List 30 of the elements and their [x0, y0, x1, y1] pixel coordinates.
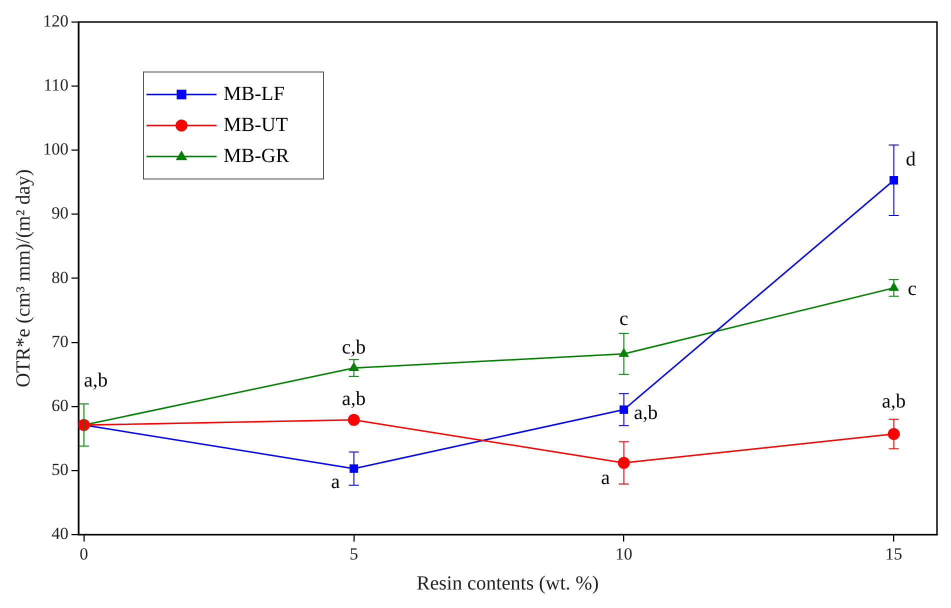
- y-tick-label: 100: [43, 140, 68, 159]
- y-tick-label: 50: [52, 460, 68, 479]
- annotation: c: [908, 278, 917, 300]
- y-tick-label: 70: [52, 332, 68, 351]
- annotation: a,b: [634, 402, 658, 424]
- legend-label: MB-LF: [224, 82, 285, 105]
- y-tick-label: 110: [44, 76, 68, 95]
- annotation: c,b: [342, 336, 366, 358]
- annotation: a,b: [882, 390, 906, 412]
- point: [888, 428, 900, 440]
- annotation: a: [600, 467, 610, 490]
- y-tick-label: 80: [52, 268, 68, 287]
- y-tick-label: 120: [43, 11, 68, 30]
- annotation: c: [619, 308, 628, 330]
- point: [348, 414, 360, 426]
- annotation: d: [906, 148, 916, 171]
- annotation: a,b: [84, 369, 108, 392]
- legend-label: MB-GR: [224, 144, 290, 167]
- legend-label: MB-UT: [224, 114, 288, 136]
- y-axis-title: OTR*e (cm³ mm)/(m² day): [12, 169, 34, 388]
- y-tick-label: 60: [52, 396, 68, 415]
- x-axis-title: Resin contents (wt. %): [416, 572, 599, 594]
- y-tick-label: 90: [52, 204, 68, 223]
- x-tick-label: 5: [350, 544, 358, 564]
- x-tick-label: 0: [80, 544, 88, 564]
- x-tick-label: 15: [885, 544, 902, 564]
- annotation: a,b: [342, 388, 366, 410]
- y-tick-label: 40: [52, 524, 68, 544]
- x-tick-label: 10: [615, 544, 632, 564]
- annotation: a: [330, 470, 340, 493]
